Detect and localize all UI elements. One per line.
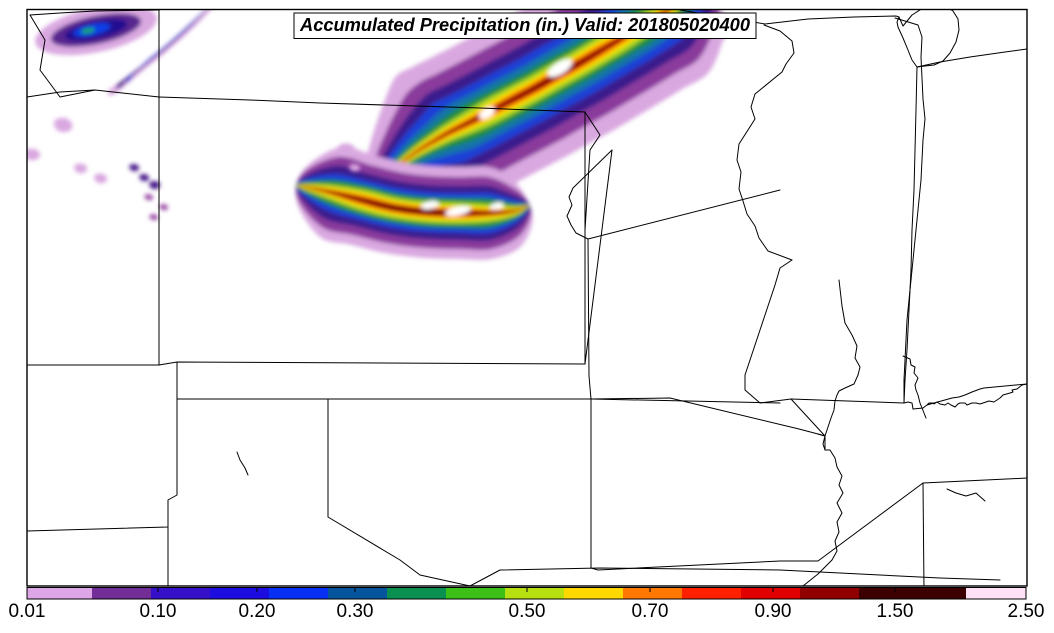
svg-text:0.01: 0.01 <box>9 601 46 622</box>
svg-text:0.30: 0.30 <box>337 601 374 622</box>
svg-text:0.70: 0.70 <box>632 601 669 622</box>
svg-text:1.50: 1.50 <box>877 601 914 622</box>
svg-text:0.90: 0.90 <box>755 601 792 622</box>
svg-text:Accumulated Precipitation (in.: Accumulated Precipitation (in.) Valid: 2… <box>299 15 750 35</box>
svg-text:0.50: 0.50 <box>509 601 546 622</box>
svg-text:2.50: 2.50 <box>1008 601 1045 622</box>
svg-text:0.10: 0.10 <box>140 601 177 622</box>
svg-text:0.20: 0.20 <box>239 601 276 622</box>
